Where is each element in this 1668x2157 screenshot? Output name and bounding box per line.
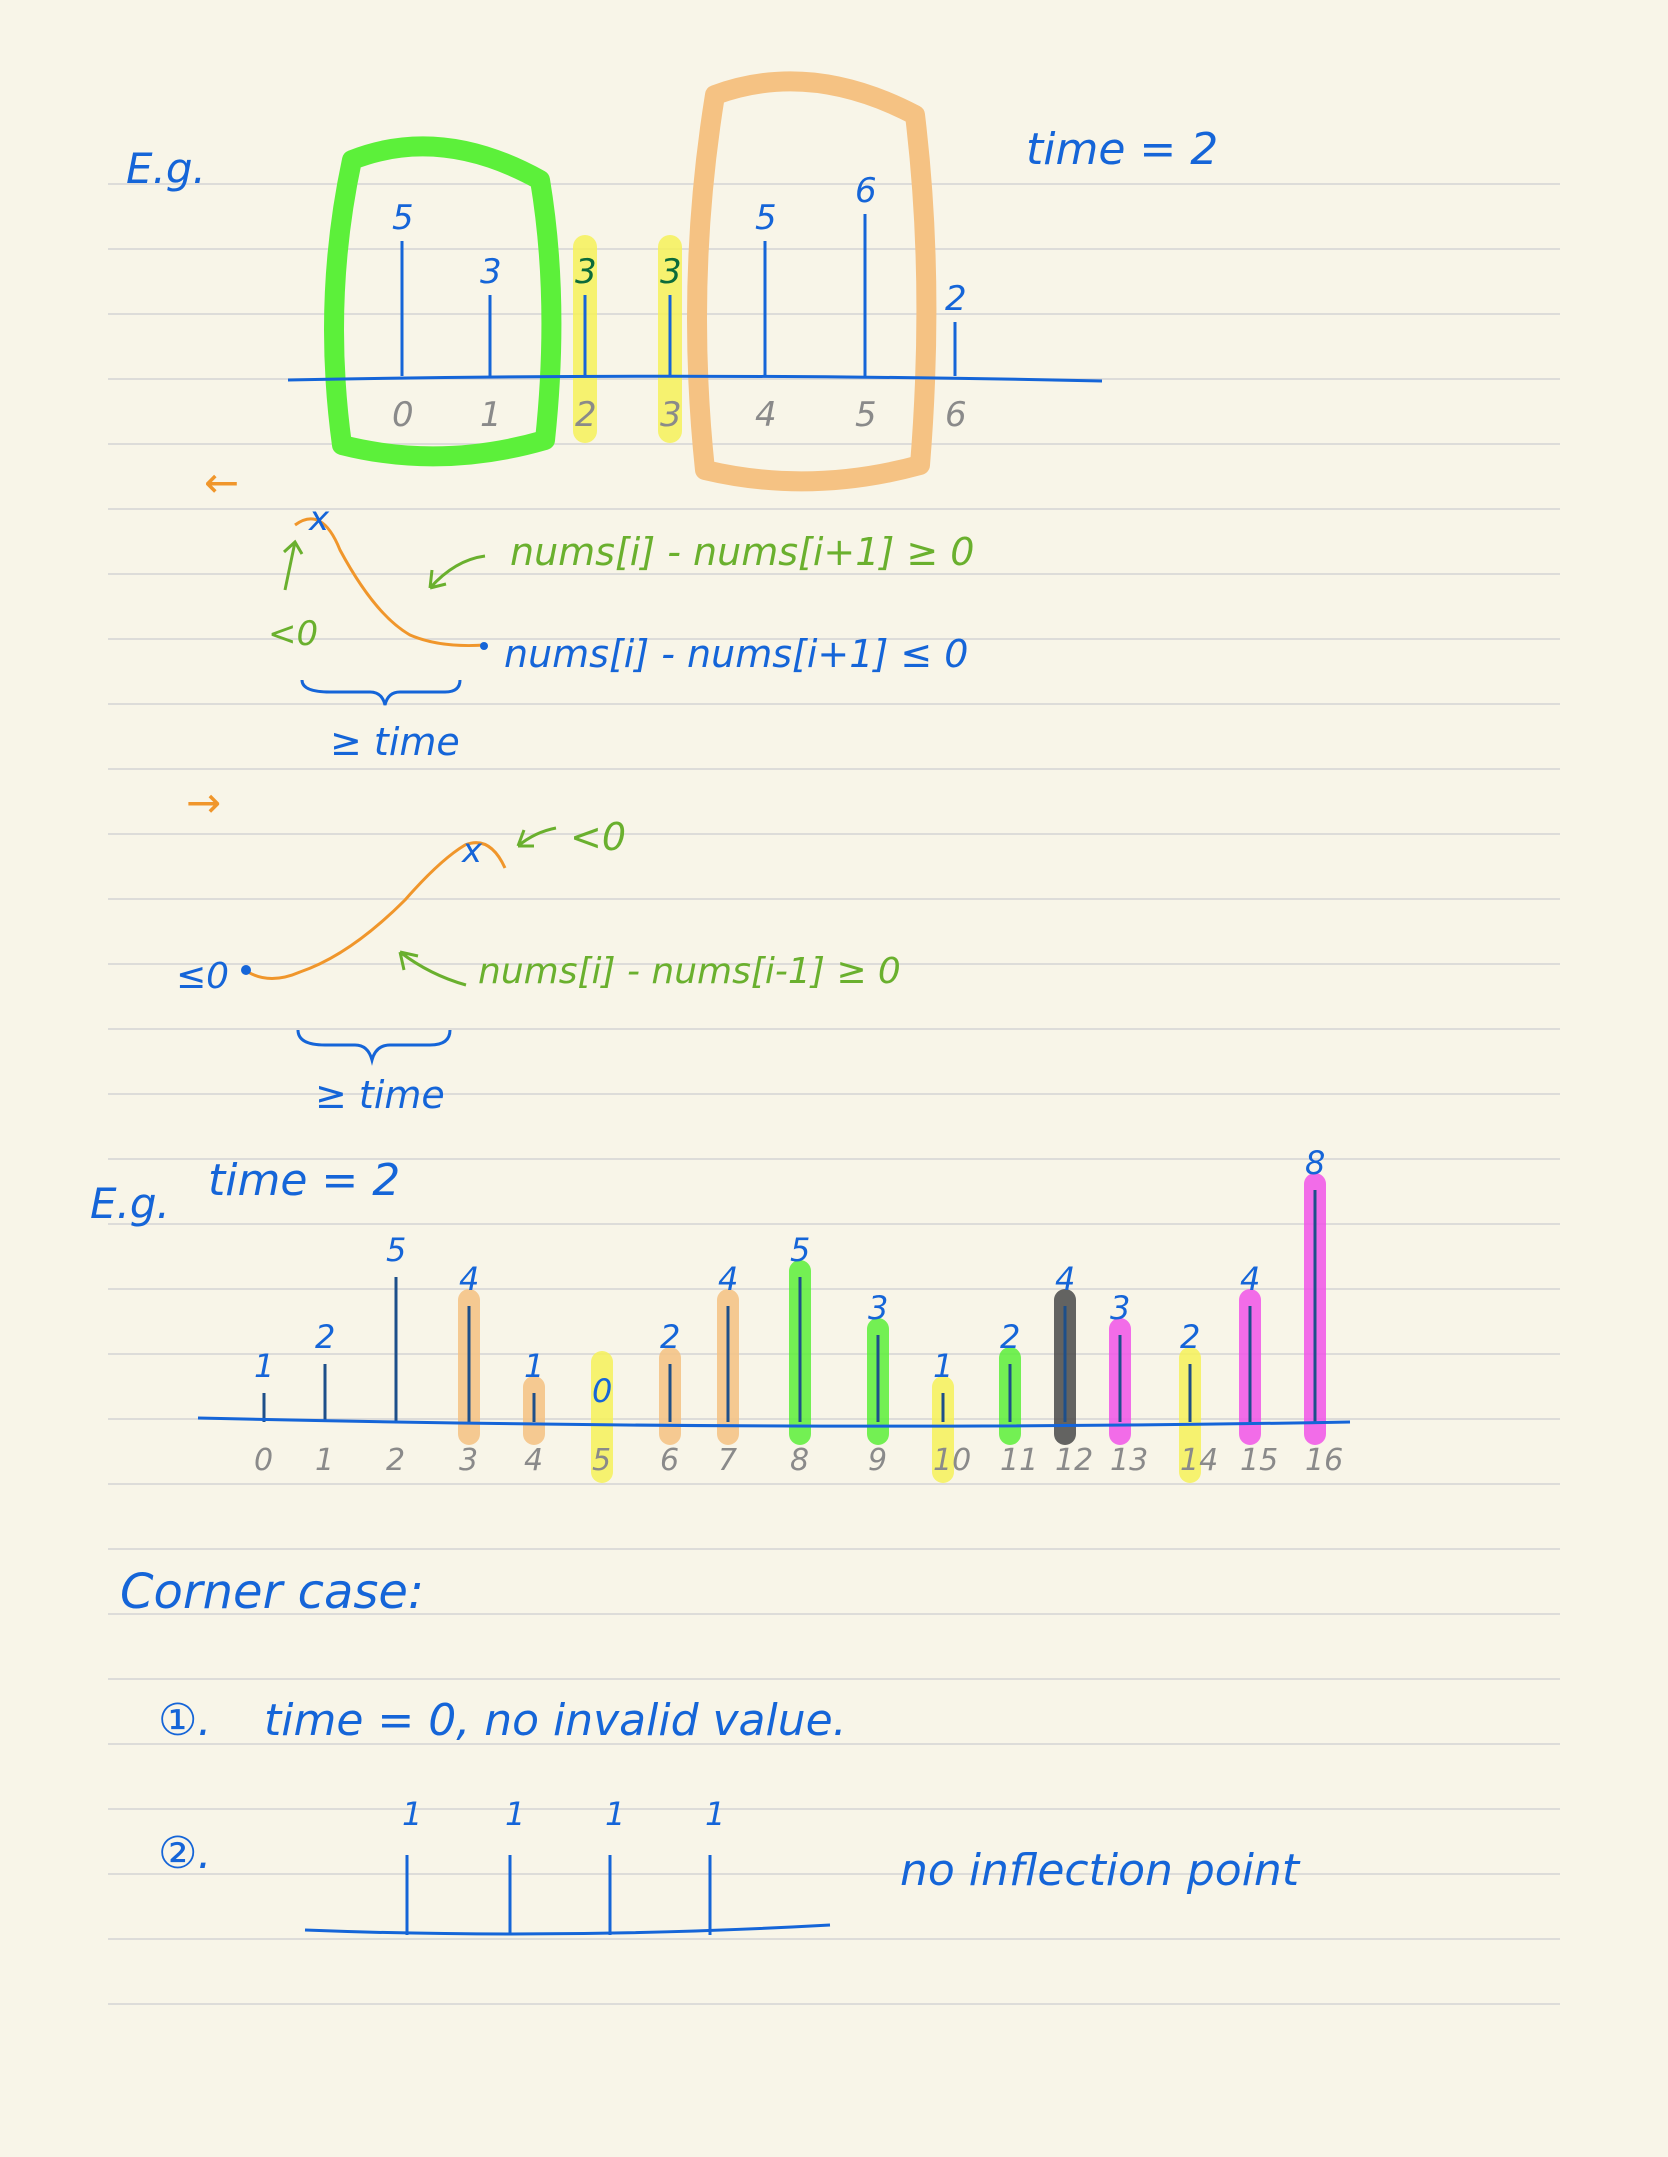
example2-bar-value: 1 (524, 1347, 544, 1385)
example2-index-label: 9 (868, 1443, 887, 1478)
sketch1-slope-condition: nums[i] - nums[i+1] ≥ 0 (510, 530, 974, 574)
example2-bar-value: 4 (718, 1260, 738, 1298)
case2-bars: 1 1 1 1 (402, 1795, 725, 1935)
sketch1-span-label: ≥ time (330, 720, 460, 764)
example2-index-label: 5 (592, 1443, 611, 1478)
example1-index-label: 2 (575, 395, 597, 435)
example2-bar-value: 3 (868, 1289, 888, 1327)
example1-bar-value: 3 (480, 252, 502, 292)
example2-index-label: 0 (254, 1443, 273, 1478)
example1-index-label: 5 (855, 395, 877, 435)
example2-index-label: 4 (524, 1443, 543, 1478)
example2-index-label: 1 (315, 1443, 334, 1478)
case2-axis (304, 1923, 831, 1936)
example2-bar-value: 5 (386, 1231, 406, 1269)
example2-index-label: 11 (1000, 1443, 1038, 1478)
sketch1-up-arrow (282, 539, 304, 591)
ruled-lines (108, 183, 1560, 2005)
case2-bar-value: 1 (605, 1795, 625, 1833)
example1-highlights (573, 235, 682, 443)
example2-label: E.g. (90, 1179, 170, 1228)
example2-bar-value: 3 (1110, 1289, 1130, 1327)
example1-bars: 5 0 3 1 3 2 3 3 5 4 6 5 2 6 (392, 171, 967, 435)
example2-index-label: 16 (1305, 1443, 1343, 1478)
example2-index-label: 15 (1240, 1443, 1278, 1478)
example1-axis (287, 374, 1103, 383)
sketch2-peak-condition: <0 (570, 815, 626, 859)
sketch2-peak-arrow (516, 826, 557, 848)
corner-case2-text: no inflection point (900, 1845, 1301, 1896)
example1-index-label: 4 (755, 395, 777, 435)
sketch1-peak-mark: x (308, 499, 330, 539)
example2-bar-value: 8 (1305, 1144, 1325, 1182)
corner-title: Corner case: (120, 1564, 424, 1620)
case2-bar-value: 1 (705, 1795, 725, 1833)
sketch1-end-point (480, 642, 488, 650)
example1-bar-value: 5 (392, 198, 414, 238)
example1-group-outline-orange (687, 71, 937, 492)
sketch1-direction-arrow: ← (204, 458, 239, 507)
example1-bar-value: 3 (575, 252, 597, 292)
example2-index-label: 12 (1055, 1443, 1093, 1478)
example1-index-label: 0 (392, 395, 414, 435)
example2-bar-value: 1 (933, 1347, 953, 1385)
example1-index-label: 1 (480, 395, 502, 435)
example2-bar-value: 2 (1000, 1318, 1020, 1356)
example2-index-label: 10 (933, 1443, 971, 1478)
sketch1-pointer-arrow (428, 554, 486, 590)
example2-bar-value: 2 (660, 1318, 680, 1356)
sketch2-span-label: ≥ time (315, 1073, 445, 1117)
example2-axis (197, 1416, 1351, 1428)
case2-bar-value: 1 (402, 1795, 422, 1833)
example2-index-label: 8 (790, 1443, 809, 1478)
corner-case1-text: time = 0, no invalid value. (264, 1695, 847, 1746)
example2-index-label: 2 (386, 1443, 405, 1478)
example2-time-label: time = 2 (208, 1155, 400, 1206)
sketch2-pointer-arrow (398, 950, 467, 987)
example2-bar-value: 2 (315, 1318, 335, 1356)
example2-index-label: 6 (660, 1443, 679, 1478)
sketch2-slope-condition: nums[i] - nums[i-1] ≥ 0 (478, 951, 901, 992)
example2-index-label: 3 (459, 1443, 478, 1478)
example2-bar-value: 4 (1055, 1260, 1075, 1298)
example2-bar-value: 2 (1180, 1318, 1200, 1356)
example2-bar-value: 4 (1240, 1260, 1260, 1298)
sketch2-span-brace (296, 1029, 452, 1066)
example2-bars: 1021524314052647583911021141231321441581… (254, 1144, 1343, 1478)
sketch2-start-condition: ≤0 (176, 956, 229, 997)
sketch1-end-condition: nums[i] - nums[i+1] ≤ 0 (504, 632, 968, 676)
example2-bar-value: 4 (459, 1260, 479, 1298)
example2-bar-value: 0 (592, 1372, 612, 1410)
example1-time-label: time = 2 (1026, 124, 1218, 175)
example2-index-label: 13 (1110, 1443, 1148, 1478)
example1-bar-value: 2 (945, 279, 967, 319)
sketch2-peak-mark: x (461, 831, 483, 871)
example2-bar-value: 1 (254, 1347, 274, 1385)
example1-group-outlines (324, 71, 937, 492)
example1-bar-value: 5 (755, 198, 777, 238)
case2-bar-value: 1 (505, 1795, 525, 1833)
example2-index-label: 7 (718, 1443, 737, 1478)
example1-label: E.g. (126, 144, 206, 193)
sketch2-start-point (241, 965, 251, 975)
sketch1-curve (294, 517, 486, 648)
example1-group-outline-green (324, 136, 562, 467)
example1-bar-value: 3 (660, 252, 682, 292)
sketch2-direction-arrow: → (186, 778, 221, 827)
sketch1-span-brace (300, 679, 462, 706)
example2-bar-value: 5 (790, 1231, 810, 1269)
example2-index-label: 14 (1180, 1443, 1218, 1478)
corner-case2-marker: ②. (158, 1828, 211, 1879)
sketch2-curve (247, 841, 507, 980)
sketch1-left-condition: <0 (268, 614, 318, 654)
example1-index-label: 3 (660, 395, 682, 435)
corner-case1-marker: ①. (158, 1695, 211, 1746)
example1-index-label: 6 (945, 395, 967, 435)
example1-bar-value: 6 (855, 171, 877, 211)
